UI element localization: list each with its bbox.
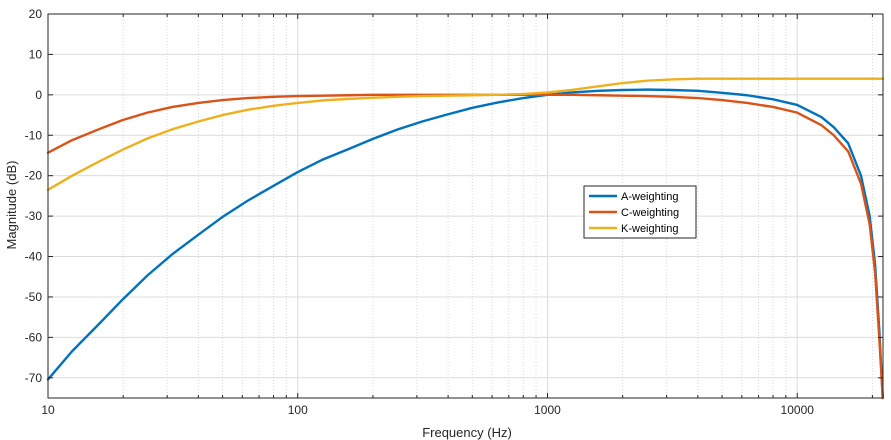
y-tick-label: 10 bbox=[29, 47, 43, 61]
y-axis-label: Magnitude (dB) bbox=[4, 161, 19, 250]
y-tick-label: 20 bbox=[29, 7, 43, 21]
legend-label-k-weighting: K-weighting bbox=[621, 223, 678, 235]
legend: A-weighting C-weighting K-weighting bbox=[583, 185, 697, 239]
x-tick-label: 10 bbox=[41, 403, 55, 417]
legend-label-a-weighting: A-weighting bbox=[621, 191, 678, 203]
y-tick-label: -20 bbox=[25, 169, 43, 183]
y-tick-label: 0 bbox=[35, 88, 42, 102]
y-tick-label: -30 bbox=[25, 209, 43, 223]
x-tick-label: 100 bbox=[288, 403, 308, 417]
y-tick-label: -40 bbox=[25, 250, 43, 264]
y-tick-label: -10 bbox=[25, 128, 43, 142]
y-tick-label: -70 bbox=[25, 371, 43, 385]
x-tick-label: 10000 bbox=[781, 403, 815, 417]
plot-area-border bbox=[47, 13, 884, 399]
series-layer bbox=[46, 77, 885, 400]
series-line-a-weighting bbox=[46, 88, 884, 400]
y-tick-label: -60 bbox=[25, 330, 43, 344]
x-axis-label: Frequency (Hz) bbox=[422, 425, 512, 440]
x-tick-label: 1000 bbox=[534, 403, 561, 417]
y-tick-label: -50 bbox=[25, 290, 43, 304]
legend-label-c-weighting: C-weighting bbox=[621, 207, 679, 219]
series-line-k-weighting bbox=[46, 77, 885, 192]
